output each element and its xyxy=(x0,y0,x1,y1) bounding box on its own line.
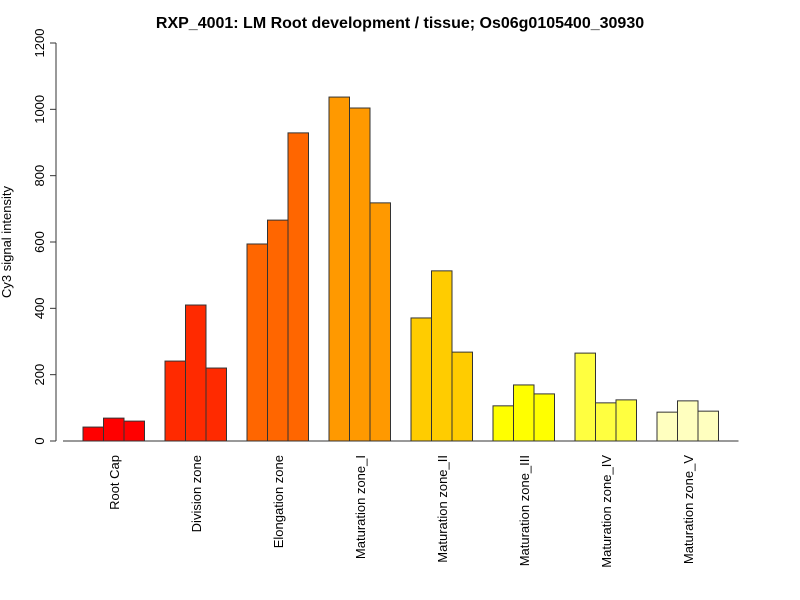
y-tick-label: 800 xyxy=(32,165,47,187)
bar-maturation-zone-v-rep2 xyxy=(677,400,699,442)
bar-maturation-zone-i-rep3 xyxy=(369,202,391,442)
x-tick-label: Elongation zone xyxy=(271,455,286,548)
y-axis-label: Cy3 signal intensity xyxy=(0,186,14,298)
bar-maturation-zone-iii-rep1 xyxy=(492,405,514,442)
bar-maturation-zone-ii-rep3 xyxy=(451,351,473,442)
y-tick-label: 1200 xyxy=(32,29,47,58)
bar-elongation-zone-rep2 xyxy=(267,219,289,442)
bar-maturation-zone-iv-rep1 xyxy=(574,352,596,442)
bar-elongation-zone-rep1 xyxy=(246,243,268,442)
y-tick-label: 200 xyxy=(32,364,47,386)
y-tick-label: 0 xyxy=(32,437,47,444)
bar-division-zone-rep1 xyxy=(164,360,186,442)
bar-root-cap-rep1 xyxy=(82,426,104,442)
x-tick-label: Maturation zone_III xyxy=(517,455,532,566)
bar-maturation-zone-i-rep2 xyxy=(349,107,371,442)
bar-maturation-zone-iv-rep3 xyxy=(615,399,637,442)
bars xyxy=(82,96,719,442)
x-tick-label: Maturation zone_II xyxy=(435,455,450,563)
bar-maturation-zone-i-rep1 xyxy=(328,96,350,442)
bar-maturation-zone-iv-rep2 xyxy=(595,402,617,442)
y-tick-label: 600 xyxy=(32,231,47,253)
bar-division-zone-rep2 xyxy=(185,304,207,442)
x-tick-label: Maturation zone_V xyxy=(681,455,696,564)
bar-maturation-zone-v-rep3 xyxy=(697,410,719,442)
x-axis-labels: Root Cap Division zone Elongation zone Matu… xyxy=(107,455,696,568)
bar-maturation-zone-ii-rep1 xyxy=(410,317,432,442)
x-tick-label: Root Cap xyxy=(107,455,122,510)
y-tick-label: 1000 xyxy=(32,95,47,124)
bar-maturation-zone-ii-rep2 xyxy=(431,270,453,442)
x-tick-label: Division zone xyxy=(189,455,204,532)
x-tick-label: Maturation zone_IV xyxy=(599,455,614,568)
chart-title: RXP_4001: LM Root development / tissue; … xyxy=(156,15,644,32)
bar-elongation-zone-rep3 xyxy=(287,132,309,442)
y-tick-label: 400 xyxy=(32,297,47,319)
bar-root-cap-rep3 xyxy=(123,420,145,442)
bar-root-cap-rep2 xyxy=(103,417,125,442)
bar-division-zone-rep3 xyxy=(205,367,227,442)
x-tick-label: Maturation zone_I xyxy=(353,455,368,559)
bar-maturation-zone-iii-rep2 xyxy=(513,384,535,442)
bar-maturation-zone-v-rep1 xyxy=(656,411,678,442)
bar-maturation-zone-iii-rep3 xyxy=(533,393,555,442)
y-axis: 0 200 400 600 800 1000 1200 xyxy=(32,29,57,445)
